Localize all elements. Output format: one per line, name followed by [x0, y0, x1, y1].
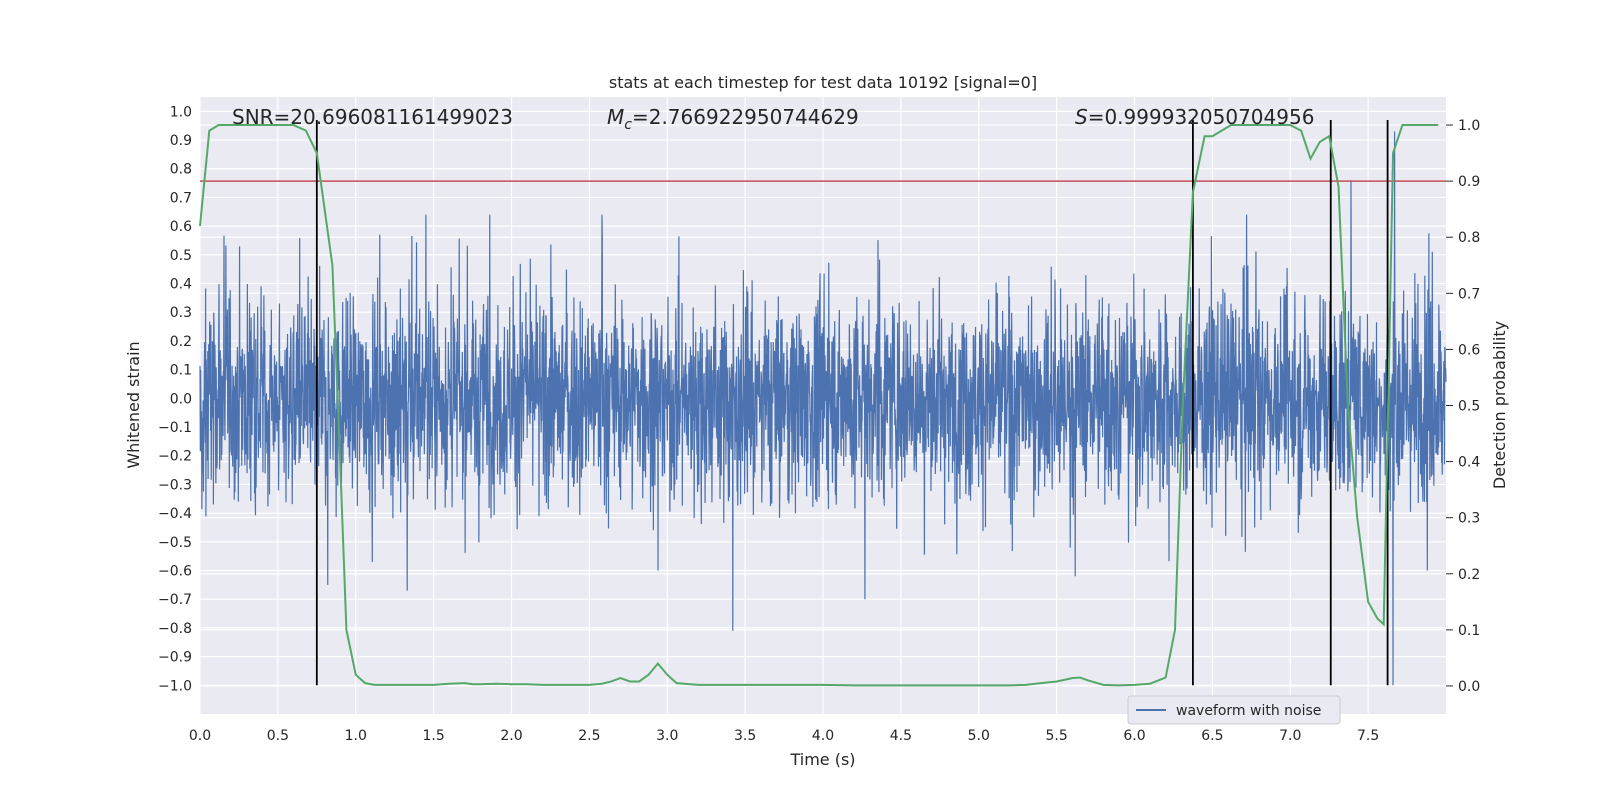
waveform-line	[199, 131, 1447, 686]
x-tick-label-14: 7.0	[1279, 728, 1301, 744]
series-waveform-with-noise	[199, 131, 1447, 686]
y2-tick-label-9: 0.1	[1458, 623, 1480, 639]
y2-axis-label: Detection probability	[1490, 321, 1509, 489]
s-symbol: S	[1075, 105, 1088, 129]
y-tick-label-3: 0.7	[170, 190, 192, 206]
mc-subscript: c	[624, 117, 632, 133]
y-tick-label-16: −0.6	[158, 564, 192, 580]
x-tick-label-2: 1.0	[345, 728, 367, 744]
y-tick-label-8: 0.2	[170, 334, 192, 350]
y-tick-label-1: 0.9	[170, 133, 192, 149]
y2-tick-label-0: 1.0	[1458, 118, 1480, 134]
mc-symbol: M	[607, 105, 624, 129]
y-axis-label: Whitened strain	[124, 341, 143, 468]
y2-tick-label-4: 0.6	[1458, 342, 1480, 358]
y-tick-label-19: −0.9	[158, 650, 192, 666]
s-value: =0.999932050704956	[1088, 105, 1315, 129]
y-tick-label-15: −0.5	[158, 535, 192, 551]
legend: waveform with noise	[1127, 695, 1341, 725]
annotation-score: S=0.999932050704956	[1075, 105, 1314, 129]
x-tick-label-10: 5.0	[968, 728, 990, 744]
y2-tick-label-3: 0.7	[1458, 286, 1480, 302]
mc-value: =2.766922950744629	[632, 105, 859, 129]
y2-tick-label-10: 0.0	[1458, 679, 1480, 695]
annotation-chirp-mass: Mc=2.766922950744629	[607, 105, 859, 133]
annotation-snr: SNR=20.696081161499023	[232, 105, 513, 129]
y-tick-label-9: 0.1	[170, 363, 192, 379]
y2-tick-label-1: 0.9	[1458, 174, 1480, 190]
x-tick-label-12: 6.0	[1123, 728, 1145, 744]
x-tick-label-1: 0.5	[267, 728, 289, 744]
y-tick-label-7: 0.3	[170, 305, 192, 321]
x-tick-label-8: 4.0	[812, 728, 834, 744]
y-tick-label-11: −0.1	[158, 420, 192, 436]
y-tick-label-5: 0.5	[170, 248, 192, 264]
y-tick-label-4: 0.6	[170, 219, 192, 235]
x-tick-label-6: 3.0	[656, 728, 678, 744]
y-tick-label-18: −0.8	[158, 621, 192, 637]
x-tick-label-11: 5.5	[1045, 728, 1067, 744]
x-tick-label-13: 6.5	[1201, 728, 1223, 744]
x-tick-label-15: 7.5	[1357, 728, 1379, 744]
y-tick-label-0: 1.0	[170, 104, 192, 120]
legend-label-waveform: waveform with noise	[1176, 703, 1321, 719]
y2-tick-label-8: 0.2	[1458, 567, 1480, 583]
x-tick-label-3: 1.5	[422, 728, 444, 744]
probability-line	[199, 124, 1439, 687]
chart-title: stats at each timestep for test data 101…	[609, 73, 1037, 92]
x-tick-label-9: 4.5	[890, 728, 912, 744]
y-axis-ticks: 1.0 0.9 0.8 0.7 0.6 0.5 0.4 0.3 0.2 0.1 0.0 −0.1 −0.…	[158, 104, 192, 694]
x-tick-label-5: 2.5	[578, 728, 600, 744]
y-tick-label-17: −0.7	[158, 592, 192, 608]
y-tick-label-2: 0.8	[170, 162, 192, 178]
y-tick-label-14: −0.4	[158, 506, 192, 522]
y2-axis-ticks: 1.0 0.9 0.8 0.7 0.6 0.5 0.4 0.3 0.2 0.1 0.0	[1446, 118, 1480, 695]
x-axis-ticks: 0.0 0.5 1.0 1.5 2.0 2.5 3.0 3.5 4.0 4.5 5.0 5.5 6.0 6…	[189, 728, 1379, 744]
y2-tick-label-2: 0.8	[1458, 230, 1480, 246]
series-detection-probability	[199, 124, 1439, 687]
y2-tick-label-7: 0.3	[1458, 511, 1480, 527]
x-tick-label-7: 3.5	[734, 728, 756, 744]
x-axis-label: Time (s)	[789, 750, 855, 769]
y-tick-label-12: −0.2	[158, 449, 192, 465]
y2-tick-label-5: 0.5	[1458, 399, 1480, 415]
y-tick-label-20: −1.0	[158, 678, 192, 694]
x-tick-label-4: 2.0	[500, 728, 522, 744]
y-tick-label-6: 0.4	[170, 277, 192, 293]
x-tick-label-0: 0.0	[189, 728, 211, 744]
y-tick-label-10: 0.0	[170, 391, 192, 407]
legend-box	[1127, 695, 1341, 725]
y2-tick-label-6: 0.4	[1458, 455, 1480, 471]
y-tick-label-13: −0.3	[158, 477, 192, 493]
